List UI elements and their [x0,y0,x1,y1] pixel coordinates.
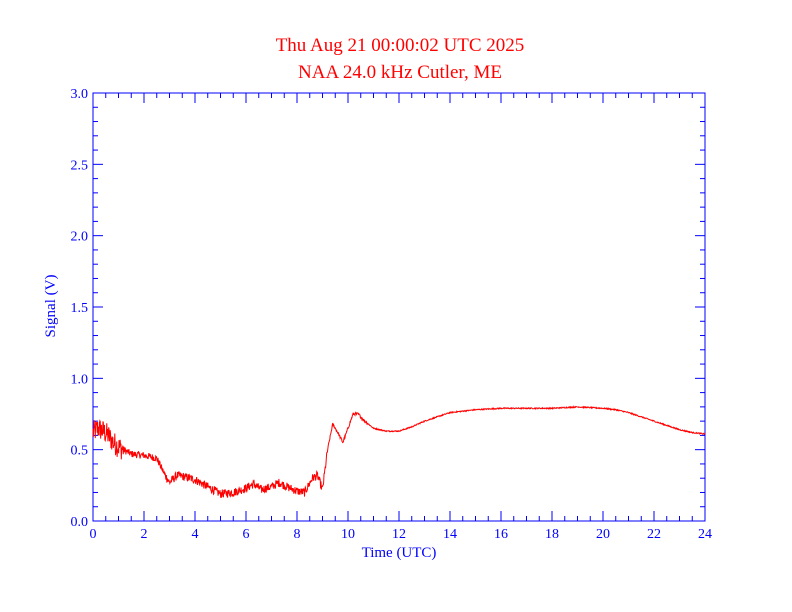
signal-series-line [92,405,706,499]
y-tick-label: 0.5 [71,444,89,459]
x-tick-label: 6 [243,527,250,542]
x-tick-label: 2 [141,527,148,542]
axis-tick-labels: 0 2 4 6 8 10 12 14 16 18 20 22 240.00.51.01.52.02.53… [71,87,713,542]
plot-border [92,92,706,522]
x-tick-label: 12 [392,527,406,542]
y-tick-label: 3.0 [71,87,89,102]
y-tick-label: 2.0 [71,230,89,245]
x-tick-label: 10 [341,527,355,542]
x-tick-label: 0 [90,527,97,542]
y-tick-label: 1.0 [71,372,89,387]
x-tick-label: 14 [443,527,457,542]
x-axis-title: Time (UTC) [362,545,437,561]
series-layer [92,405,706,499]
x-tick-label: 18 [545,527,559,542]
y-tick-label: 2.5 [71,158,89,173]
y-tick-label: 0.0 [71,515,89,530]
x-tick-label: 22 [647,527,661,542]
axis-ticks [92,92,706,522]
y-axis-title: Signal (V) [43,275,59,338]
x-tick-label: 8 [294,527,301,542]
x-tick-label: 20 [596,527,610,542]
y-tick-label: 1.5 [71,301,89,316]
x-tick-label: 4 [192,527,199,542]
chart-title: Thu Aug 21 00:00:02 UTC 2025 [276,35,525,56]
x-tick-label: 16 [494,527,508,542]
x-tick-label: 24 [698,527,712,542]
plot-frame [92,92,706,522]
chart-subtitle: NAA 24.0 kHz Cutler, ME [298,62,502,83]
